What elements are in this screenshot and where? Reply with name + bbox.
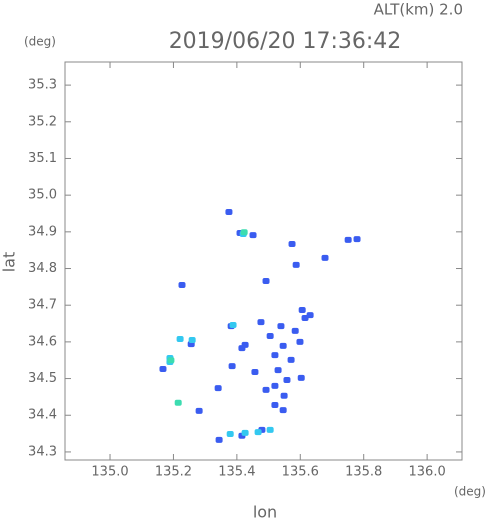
echo bbox=[297, 374, 305, 381]
y-tick-label: 35.1 bbox=[28, 151, 57, 166]
echo bbox=[226, 430, 234, 437]
echo bbox=[241, 341, 249, 348]
echo bbox=[321, 254, 329, 261]
echo bbox=[266, 426, 274, 433]
x-tick-label: 136.0 bbox=[409, 465, 446, 480]
echo bbox=[229, 322, 237, 329]
echo bbox=[167, 357, 175, 364]
echo bbox=[262, 277, 270, 284]
echo bbox=[251, 368, 259, 375]
echo bbox=[271, 352, 279, 359]
echo bbox=[225, 209, 233, 216]
echo bbox=[215, 436, 223, 443]
x-tick-label: 135.2 bbox=[155, 465, 192, 480]
plot-frame bbox=[64, 61, 463, 461]
y-tick-label: 35.3 bbox=[28, 78, 57, 93]
echo bbox=[279, 407, 287, 414]
echo bbox=[240, 229, 248, 236]
chart-title: 2019/06/20 17:36:42 bbox=[169, 29, 402, 54]
y-tick-label: 34.4 bbox=[28, 408, 57, 423]
echo bbox=[296, 338, 304, 345]
x-tick-label: 135.8 bbox=[345, 465, 382, 480]
echo bbox=[280, 392, 288, 399]
x-unit: (deg) bbox=[454, 485, 486, 499]
y-tick-label: 34.3 bbox=[28, 444, 57, 459]
echo bbox=[178, 282, 186, 289]
echo bbox=[228, 363, 236, 370]
echo bbox=[288, 240, 296, 247]
echo bbox=[257, 319, 265, 326]
echo bbox=[159, 366, 167, 373]
x-tick-label: 135.6 bbox=[282, 465, 319, 480]
echo bbox=[283, 377, 291, 384]
y-axis-label: lat bbox=[0, 252, 19, 273]
echo bbox=[266, 333, 274, 340]
y-tick-label: 34.9 bbox=[28, 224, 57, 239]
echo bbox=[291, 327, 299, 334]
y-tick-label: 34.7 bbox=[28, 298, 57, 313]
echo bbox=[176, 335, 184, 342]
echo bbox=[277, 323, 285, 330]
echo bbox=[292, 261, 300, 268]
echo bbox=[262, 386, 270, 393]
echo bbox=[195, 407, 203, 414]
echo bbox=[298, 306, 306, 313]
echo bbox=[188, 337, 196, 344]
y-tick-label: 34.6 bbox=[28, 334, 57, 349]
y-tick-label: 34.8 bbox=[28, 261, 57, 276]
echo bbox=[274, 367, 282, 374]
echo bbox=[214, 385, 222, 392]
echo bbox=[279, 342, 287, 349]
echo bbox=[344, 236, 352, 243]
subtitle: ALT(km) 2.0 bbox=[374, 1, 463, 19]
echo bbox=[174, 399, 182, 406]
echo bbox=[271, 401, 279, 408]
x-axis-label: lon bbox=[253, 503, 277, 521]
y-tick-label: 35.2 bbox=[28, 114, 57, 129]
y-tick-label: 35.0 bbox=[28, 188, 57, 203]
echo bbox=[287, 356, 295, 363]
x-tick-label: 135.4 bbox=[218, 465, 255, 480]
echo bbox=[306, 312, 314, 319]
y-unit: (deg) bbox=[24, 35, 56, 49]
echo bbox=[271, 382, 279, 389]
echo bbox=[254, 429, 262, 436]
y-tick-label: 34.5 bbox=[28, 371, 57, 386]
echo bbox=[353, 236, 361, 243]
echo bbox=[241, 429, 249, 436]
echo bbox=[249, 232, 257, 239]
x-tick-label: 135.0 bbox=[91, 465, 128, 480]
